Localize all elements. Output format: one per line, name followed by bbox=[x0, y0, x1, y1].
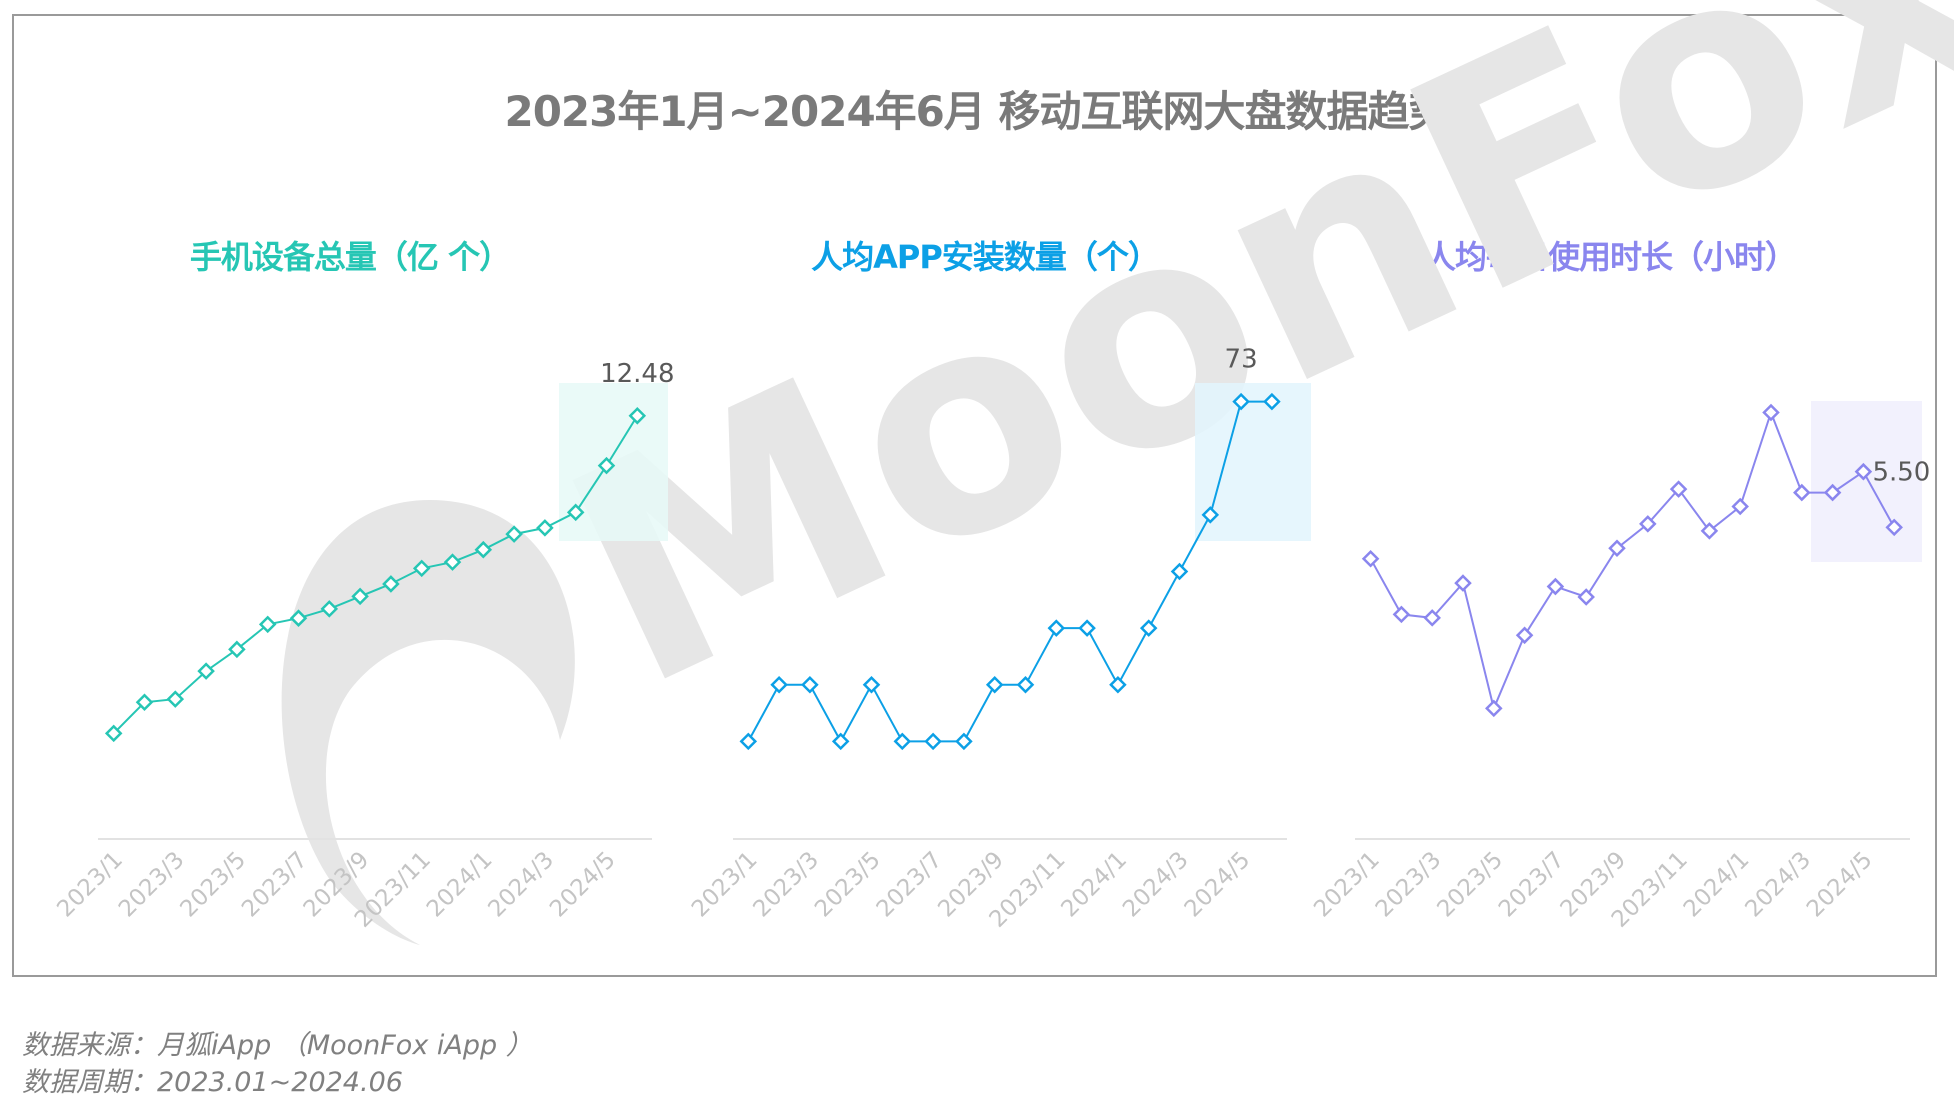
data-point-marker[interactable] bbox=[1392, 605, 1411, 624]
data-point-marker[interactable] bbox=[1823, 483, 1842, 502]
data-point-marker[interactable] bbox=[536, 519, 554, 537]
x-tick-label: 2023/5 bbox=[810, 847, 886, 923]
data-point-marker[interactable] bbox=[1515, 626, 1534, 645]
data-point-marker[interactable] bbox=[893, 732, 912, 751]
data-point-marker[interactable] bbox=[443, 553, 462, 571]
data-point-marker[interactable] bbox=[597, 456, 616, 475]
x-tick-label: 2023/1 bbox=[52, 847, 128, 923]
data-point-marker[interactable] bbox=[1109, 675, 1127, 694]
watermark-logo-icon bbox=[281, 500, 575, 945]
data-point-marker[interactable] bbox=[197, 662, 215, 680]
x-tick-label: 2024/5 bbox=[1180, 847, 1256, 923]
data-point-marker[interactable] bbox=[1485, 699, 1503, 718]
data-point-marker[interactable] bbox=[1263, 392, 1281, 411]
data-point-marker[interactable] bbox=[1577, 588, 1595, 606]
x-tick-label: 2024/1 bbox=[1057, 847, 1133, 923]
data-point-marker[interactable] bbox=[955, 732, 973, 751]
data-point-marker[interactable] bbox=[289, 609, 308, 627]
data-point-marker[interactable] bbox=[1762, 403, 1780, 422]
data-point-marker[interactable] bbox=[739, 732, 758, 751]
x-tick-label: 2023/3 bbox=[1371, 847, 1447, 923]
page-title: 2023年1月~2024年6月 移动互联网大盘数据趋势 bbox=[504, 87, 1450, 136]
chart2-title: 人均APP安装数量（个） bbox=[811, 238, 1160, 276]
x-tick-label: 2023/3 bbox=[114, 847, 190, 923]
data-point-marker[interactable] bbox=[770, 675, 788, 694]
data-point-marker[interactable] bbox=[985, 675, 1004, 694]
x-tick-label: 2024/5 bbox=[1802, 847, 1878, 923]
data-point-marker[interactable] bbox=[1546, 577, 1565, 596]
data-point-marker[interactable] bbox=[1047, 619, 1066, 637]
x-tick-label: 2024/3 bbox=[484, 847, 560, 923]
x-tick-label: 2023/7 bbox=[872, 847, 948, 923]
chart-daily-usage: 2023/12023/32023/52023/72023/92023/11202… bbox=[1309, 401, 1930, 933]
x-tick-label: 2024/5 bbox=[545, 847, 621, 923]
data-point-marker[interactable] bbox=[862, 675, 881, 694]
data-point-marker[interactable] bbox=[1078, 619, 1096, 637]
x-tick-label: 2023/7 bbox=[237, 847, 313, 923]
data-point-marker[interactable] bbox=[228, 640, 246, 659]
data-value-label: 12.48 bbox=[600, 359, 674, 389]
x-tick-label: 2024/3 bbox=[1740, 847, 1816, 923]
data-value-label: 73 bbox=[1225, 345, 1258, 375]
data-point-marker[interactable] bbox=[1361, 549, 1380, 568]
data-point-marker[interactable] bbox=[1139, 619, 1158, 637]
data-point-marker[interactable] bbox=[801, 675, 819, 694]
chart3-title: 人均每日使用时长（小时） bbox=[1423, 238, 1797, 276]
data-point-marker[interactable] bbox=[1885, 518, 1903, 537]
watermark-text: MoonFox bbox=[523, 0, 1954, 754]
chart-frame bbox=[12, 14, 1937, 977]
data-point-marker[interactable] bbox=[320, 600, 339, 618]
data-point-marker[interactable] bbox=[412, 559, 431, 578]
data-point-marker[interactable] bbox=[628, 407, 647, 425]
data-point-marker[interactable] bbox=[474, 540, 493, 559]
data-point-marker[interactable] bbox=[382, 575, 400, 593]
x-tick-label: 2023/1 bbox=[1309, 847, 1385, 923]
moonfox-watermark: MoonFox bbox=[281, 0, 1954, 945]
data-point-marker[interactable] bbox=[505, 525, 523, 543]
data-point-marker[interactable] bbox=[1793, 483, 1811, 502]
data-point-marker[interactable] bbox=[1423, 609, 1441, 627]
x-tick-label: 2024/3 bbox=[1118, 847, 1194, 923]
data-point-marker[interactable] bbox=[1201, 506, 1220, 524]
x-tick-label: 2024/1 bbox=[1679, 847, 1755, 923]
x-tick-label: 2023/5 bbox=[176, 847, 252, 923]
data-point-marker[interactable] bbox=[831, 732, 850, 751]
data-point-marker[interactable] bbox=[258, 615, 277, 634]
data-point-marker[interactable] bbox=[1731, 497, 1749, 516]
data-point-marker[interactable] bbox=[924, 732, 942, 751]
data-point-marker[interactable] bbox=[566, 503, 585, 522]
data-period-note: 数据周期：2023.01~2024.06 bbox=[22, 1067, 403, 1098]
x-tick-label: 2023/7 bbox=[1494, 847, 1570, 923]
x-tick-label: 2024/1 bbox=[422, 847, 498, 923]
data-value-label: 5.50 bbox=[1872, 458, 1930, 488]
data-point-marker[interactable] bbox=[1854, 462, 1873, 481]
data-point-marker[interactable] bbox=[104, 724, 123, 743]
chart1-title: 手机设备总量（亿 个） bbox=[189, 238, 511, 276]
data-point-marker[interactable] bbox=[1669, 480, 1688, 498]
data-point-marker[interactable] bbox=[166, 690, 185, 708]
x-tick-label: 2023/5 bbox=[1432, 847, 1508, 923]
x-tick-label: 2023/1 bbox=[687, 847, 763, 923]
data-point-marker[interactable] bbox=[1700, 522, 1719, 540]
data-point-marker[interactable] bbox=[1639, 515, 1657, 533]
highlight-band bbox=[1811, 401, 1922, 562]
data-point-marker[interactable] bbox=[1232, 392, 1250, 411]
data-point-marker[interactable] bbox=[1170, 562, 1189, 581]
data-source-note: 数据来源：月狐iApp （MoonFox iApp ） bbox=[22, 1030, 533, 1061]
x-tick-label: 2023/3 bbox=[749, 847, 825, 923]
data-point-marker[interactable] bbox=[1016, 675, 1035, 694]
series-line bbox=[747, 400, 1272, 744]
data-point-marker[interactable] bbox=[351, 587, 369, 606]
data-point-marker[interactable] bbox=[1454, 574, 1472, 592]
data-point-marker[interactable] bbox=[1608, 539, 1626, 558]
data-point-marker[interactable] bbox=[135, 693, 154, 712]
